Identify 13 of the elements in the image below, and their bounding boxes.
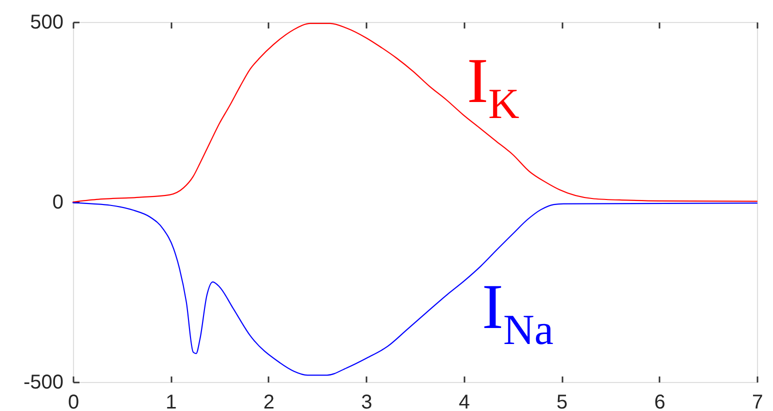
line-series xyxy=(72,202,758,376)
x-tick-label: 5 xyxy=(556,392,568,411)
x-tick-label: 4 xyxy=(458,392,470,411)
x-tick-label: 1 xyxy=(166,392,177,411)
x-tick-label: 2 xyxy=(263,392,274,411)
x-tick-label: 0 xyxy=(68,392,80,411)
x-tick-label: 3 xyxy=(361,392,372,411)
y-tick-label: 500 xyxy=(30,12,64,34)
x-tick-label: 6 xyxy=(654,392,666,411)
y-tick-label: 0 xyxy=(52,192,64,214)
x-tick-label: 7 xyxy=(752,392,764,411)
line-series xyxy=(72,22,758,203)
y-tick-label: -500 xyxy=(23,372,64,394)
